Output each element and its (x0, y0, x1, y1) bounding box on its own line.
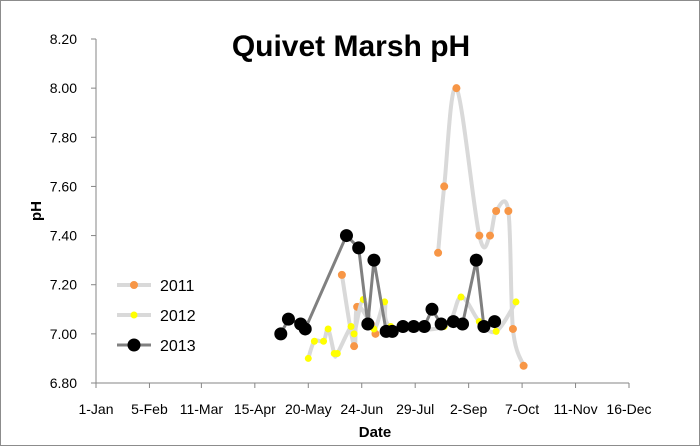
x-tick-label: 16-Dec (606, 401, 651, 417)
data-point-2013 (407, 319, 421, 333)
data-point-2011 (486, 231, 495, 240)
data-point-2013 (385, 324, 399, 338)
series-2013 (274, 229, 502, 341)
data-point-2013 (469, 253, 483, 267)
x-tick-label: 24-Jun (340, 401, 383, 417)
data-point-2013 (367, 253, 381, 267)
data-point-2012 (320, 337, 328, 345)
x-tick-label: 7-Oct (505, 401, 539, 417)
data-point-2013 (417, 319, 431, 333)
x-axis: 1-Jan 5-Feb 11-Mar 15-Apr 20-May 24-Jun 29-Jul… (78, 382, 652, 417)
x-tick-label: 29-Jul (396, 401, 434, 417)
data-point-2011 (452, 84, 461, 93)
legend-marker (130, 281, 138, 289)
data-point-2013 (298, 322, 312, 336)
data-point-2012 (310, 337, 318, 345)
data-point-2012 (347, 322, 355, 330)
data-point-2011 (492, 207, 501, 215)
y-tick-label: 6.80 (50, 375, 77, 391)
legend-label: 2012 (160, 308, 196, 325)
x-tick-label: 2-Sep (450, 401, 488, 417)
legend-label: 2013 (160, 338, 196, 355)
legend-item-2012: 2012 (117, 308, 196, 325)
data-point-2012 (492, 327, 500, 335)
data-point-2012 (457, 293, 465, 301)
data-point-2011 (508, 324, 517, 333)
data-point-2013 (488, 315, 502, 329)
data-point-2012 (333, 350, 341, 358)
data-point-2013 (477, 319, 491, 333)
data-point-2013 (425, 302, 439, 316)
y-tick-label: 7.80 (50, 129, 77, 145)
y-tick-label: 7.60 (50, 178, 77, 194)
series-line-2011 (436, 85, 526, 368)
x-tick-label: 15-Apr (234, 401, 276, 417)
legend-item-2013: 2013 (117, 338, 196, 355)
legend-marker (130, 311, 138, 319)
y-tick-label: 7.00 (50, 326, 77, 342)
legend-marker (127, 338, 141, 352)
data-point-2012 (324, 325, 332, 333)
chart-title: Quivet Marsh pH (232, 30, 470, 63)
data-point-2013 (339, 229, 353, 243)
data-point-2012 (350, 330, 358, 338)
data-point-2011 (440, 182, 449, 191)
x-tick-label: 11-Mar (180, 401, 224, 417)
x-tick-label: 1-Jan (78, 401, 113, 417)
y-axis: 6.80 7.00 7.20 7.40 7.60 7.80 8.00 8.20 (50, 31, 97, 391)
data-point-2013 (396, 319, 410, 333)
data-point-2013 (281, 312, 295, 326)
data-point-2013 (456, 317, 470, 331)
data-point-2011 (434, 248, 443, 257)
x-axis-title: Date (359, 424, 392, 441)
x-tick-label: 5-Feb (131, 401, 168, 417)
x-tick-label: 11-Nov (554, 401, 598, 417)
y-tick-label: 8.20 (50, 31, 77, 47)
data-point-2013 (361, 317, 375, 331)
y-tick-label: 8.00 (50, 80, 77, 96)
data-point-2011 (475, 231, 484, 240)
data-point-2013 (352, 241, 366, 255)
y-tick-label: 7.20 (50, 277, 77, 293)
data-point-2011 (519, 361, 528, 370)
data-point-2013 (274, 327, 288, 341)
data-point-2013 (434, 317, 448, 331)
data-point-2011 (337, 270, 346, 279)
x-tick-label: 20-May (285, 401, 332, 417)
series-layer (274, 84, 528, 370)
data-point-2012 (512, 298, 520, 306)
data-point-2011 (350, 342, 359, 351)
y-axis-title: pH (28, 201, 45, 221)
legend: 2011 2012 2013 (117, 278, 196, 355)
y-tick-label: 7.40 (50, 228, 77, 244)
legend-label: 2011 (160, 278, 195, 295)
legend-item-2011: 2011 (117, 278, 195, 295)
data-point-2012 (304, 354, 312, 362)
data-point-2011 (504, 207, 513, 215)
